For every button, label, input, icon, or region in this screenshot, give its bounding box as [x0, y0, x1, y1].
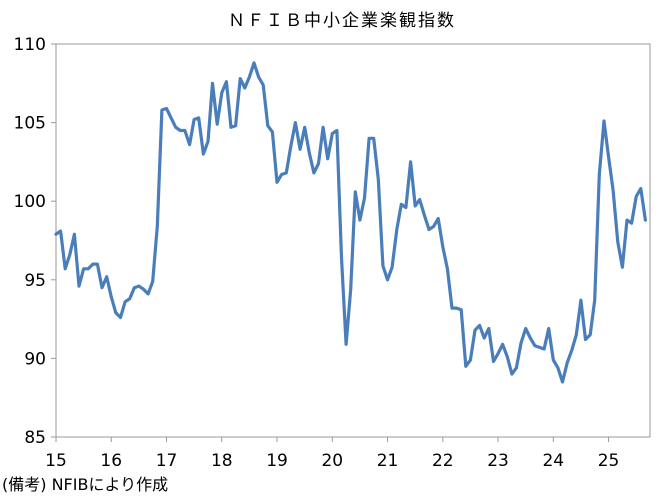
x-tick-label: 20 [321, 451, 343, 471]
y-tick-label: 85 [24, 428, 46, 448]
x-tick-label: 25 [598, 451, 620, 471]
x-tick-label: 16 [100, 451, 122, 471]
y-tick-label: 105 [14, 114, 46, 134]
y-tick-label: 100 [14, 192, 46, 212]
x-tick-label: 15 [45, 451, 67, 471]
series-line [54, 61, 648, 384]
chart-title: ＮＦＩＢ中小企業楽観指数 [228, 11, 456, 31]
x-tick-label: 24 [542, 451, 564, 471]
y-tick-label: 110 [14, 35, 46, 55]
x-tick-label: 17 [156, 451, 178, 471]
y-tick-label: 90 [24, 349, 46, 369]
x-tick-label: 19 [266, 451, 288, 471]
x-tick-label: 21 [377, 451, 399, 471]
x-tick-label: 18 [211, 451, 233, 471]
series-layer [54, 61, 648, 384]
x-tick-label: 22 [432, 451, 454, 471]
plot-frame [55, 43, 651, 438]
x-axis: 15 16 17 18 19 20 21 22 23 24 25 [45, 437, 619, 471]
y-axis: 85 90 95 100 105 110 [14, 35, 56, 448]
source-note: (備考) NFIBにより作成 [2, 475, 169, 494]
x-tick-label: 23 [487, 451, 509, 471]
y-tick-label: 95 [24, 271, 46, 291]
